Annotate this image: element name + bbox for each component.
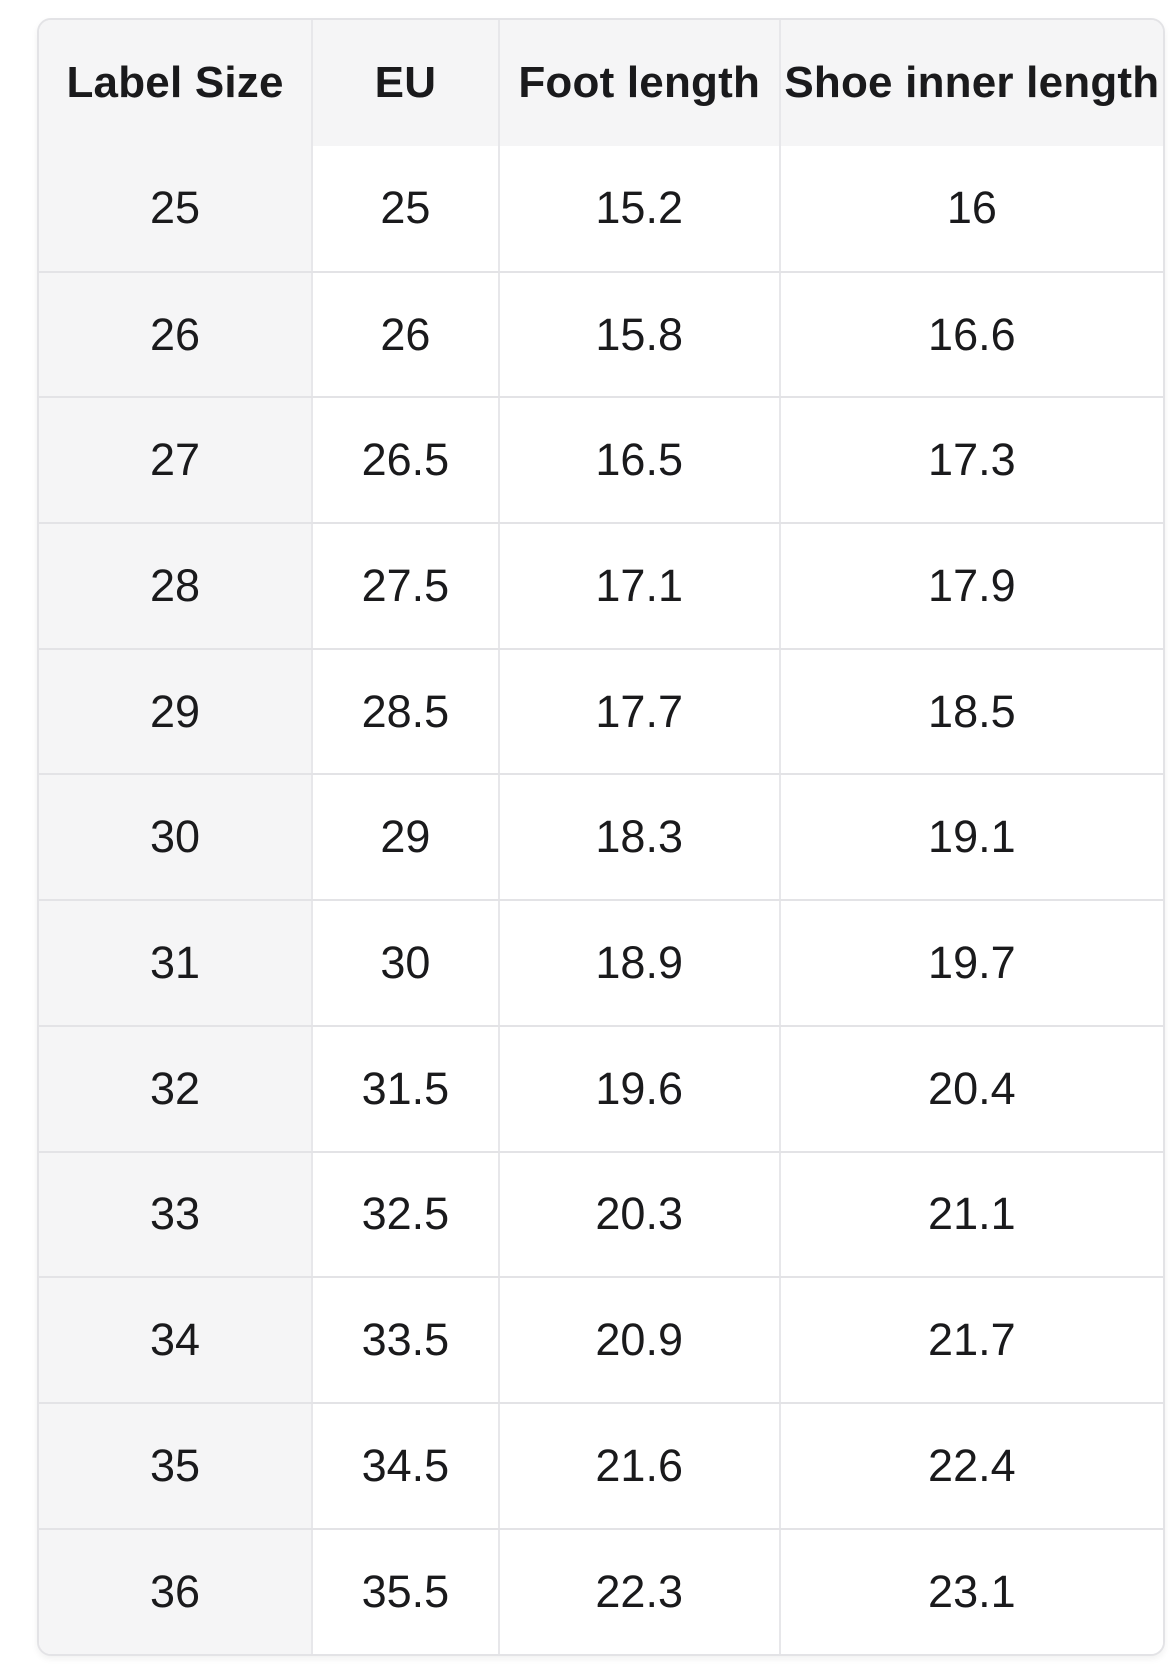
table-header-row: Label Size EU Foot length Shoe inner len… xyxy=(39,20,1163,146)
value-cell: 31.5 xyxy=(312,1025,500,1153)
value-cell: 19.7 xyxy=(779,900,1163,1027)
value-cell: 15.2 xyxy=(498,146,781,273)
table-row: 32 31.5 19.6 20.4 xyxy=(39,1025,1163,1153)
column-header-foot-length: Foot length xyxy=(498,20,781,146)
value-cell: 21.1 xyxy=(779,1151,1163,1279)
value-cell: 17.9 xyxy=(779,523,1163,650)
value-cell: 17.7 xyxy=(498,648,781,776)
value-cell: 20.9 xyxy=(498,1277,781,1404)
table-row: 27 26.5 16.5 17.3 xyxy=(39,397,1163,525)
row-label-size-cell: 29 xyxy=(39,648,314,776)
column-header-shoe-inner-length: Shoe inner length xyxy=(779,20,1163,146)
row-label-size-cell: 25 xyxy=(39,146,314,273)
row-label-size-cell: 26 xyxy=(39,271,314,399)
value-cell: 15.8 xyxy=(498,271,781,399)
value-cell: 22.3 xyxy=(498,1528,781,1655)
value-cell: 17.1 xyxy=(498,523,781,650)
table-row: 36 35.5 22.3 23.1 xyxy=(39,1528,1163,1655)
value-cell: 20.4 xyxy=(779,1025,1163,1153)
value-cell: 34.5 xyxy=(312,1402,500,1530)
row-label-size-cell: 27 xyxy=(39,397,314,525)
row-label-size-cell: 30 xyxy=(39,774,314,902)
value-cell: 17.3 xyxy=(779,397,1163,525)
value-cell: 35.5 xyxy=(312,1528,500,1655)
value-cell: 30 xyxy=(312,900,500,1027)
table-row: 34 33.5 20.9 21.7 xyxy=(39,1277,1163,1404)
value-cell: 26.5 xyxy=(312,397,500,525)
value-cell: 18.5 xyxy=(779,648,1163,776)
table-row: 28 27.5 17.1 17.9 xyxy=(39,523,1163,650)
size-chart-card: Label Size EU Foot length Shoe inner len… xyxy=(37,18,1165,1657)
value-cell: 29 xyxy=(312,774,500,902)
value-cell: 33.5 xyxy=(312,1277,500,1404)
value-cell: 27.5 xyxy=(312,523,500,650)
row-label-size-cell: 31 xyxy=(39,900,314,1027)
table-row: 35 34.5 21.6 22.4 xyxy=(39,1402,1163,1530)
value-cell: 26 xyxy=(312,271,500,399)
table-row: 33 32.5 20.3 21.1 xyxy=(39,1151,1163,1279)
table-row: 26 26 15.8 16.6 xyxy=(39,271,1163,399)
value-cell: 21.7 xyxy=(779,1277,1163,1404)
value-cell: 16.6 xyxy=(779,271,1163,399)
table-row: 31 30 18.9 19.7 xyxy=(39,900,1163,1027)
value-cell: 18.3 xyxy=(498,774,781,902)
size-chart-table: Label Size EU Foot length Shoe inner len… xyxy=(39,20,1163,1655)
table-row: 30 29 18.3 19.1 xyxy=(39,774,1163,902)
table-row: 25 25 15.2 16 xyxy=(39,146,1163,273)
value-cell: 21.6 xyxy=(498,1402,781,1530)
value-cell: 20.3 xyxy=(498,1151,781,1279)
value-cell: 16.5 xyxy=(498,397,781,525)
table-row: 29 28.5 17.7 18.5 xyxy=(39,648,1163,776)
column-header-label-size: Label Size xyxy=(39,20,314,146)
value-cell: 23.1 xyxy=(779,1528,1163,1655)
row-label-size-cell: 36 xyxy=(39,1528,314,1655)
row-label-size-cell: 33 xyxy=(39,1151,314,1279)
value-cell: 28.5 xyxy=(312,648,500,776)
value-cell: 22.4 xyxy=(779,1402,1163,1530)
row-label-size-cell: 28 xyxy=(39,523,314,650)
value-cell: 19.6 xyxy=(498,1025,781,1153)
value-cell: 16 xyxy=(779,146,1163,273)
value-cell: 25 xyxy=(312,146,500,273)
value-cell: 32.5 xyxy=(312,1151,500,1279)
value-cell: 19.1 xyxy=(779,774,1163,902)
value-cell: 18.9 xyxy=(498,900,781,1027)
row-label-size-cell: 32 xyxy=(39,1025,314,1153)
column-header-eu: EU xyxy=(312,20,500,146)
row-label-size-cell: 35 xyxy=(39,1402,314,1530)
table-body: 25 25 15.2 16 26 26 15.8 16.6 27 26.5 16.5 17.3 28 27… xyxy=(39,146,1163,1655)
row-label-size-cell: 34 xyxy=(39,1277,314,1404)
